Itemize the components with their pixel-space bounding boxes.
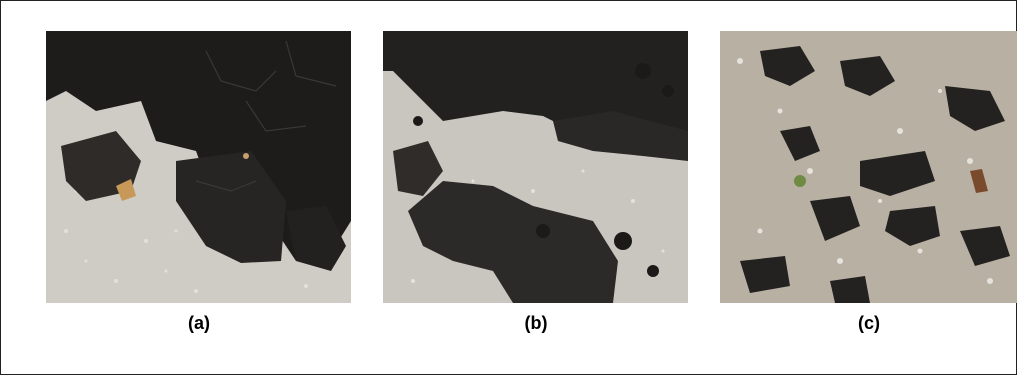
lava-rock-pahoehoe-flow-image <box>383 31 688 303</box>
panel-a-caption: (a) <box>188 313 210 333</box>
lava-rock-large-slabs-image <box>46 31 351 303</box>
panel-b-caption: (b) <box>524 313 548 333</box>
panel-c-caption: (c) <box>858 313 880 333</box>
photo-panel-a <box>46 31 351 303</box>
photo-panel-c <box>720 31 1017 303</box>
lava-rock-scattered-clasts-image <box>720 31 1017 303</box>
photo-panel-b <box>383 31 688 303</box>
